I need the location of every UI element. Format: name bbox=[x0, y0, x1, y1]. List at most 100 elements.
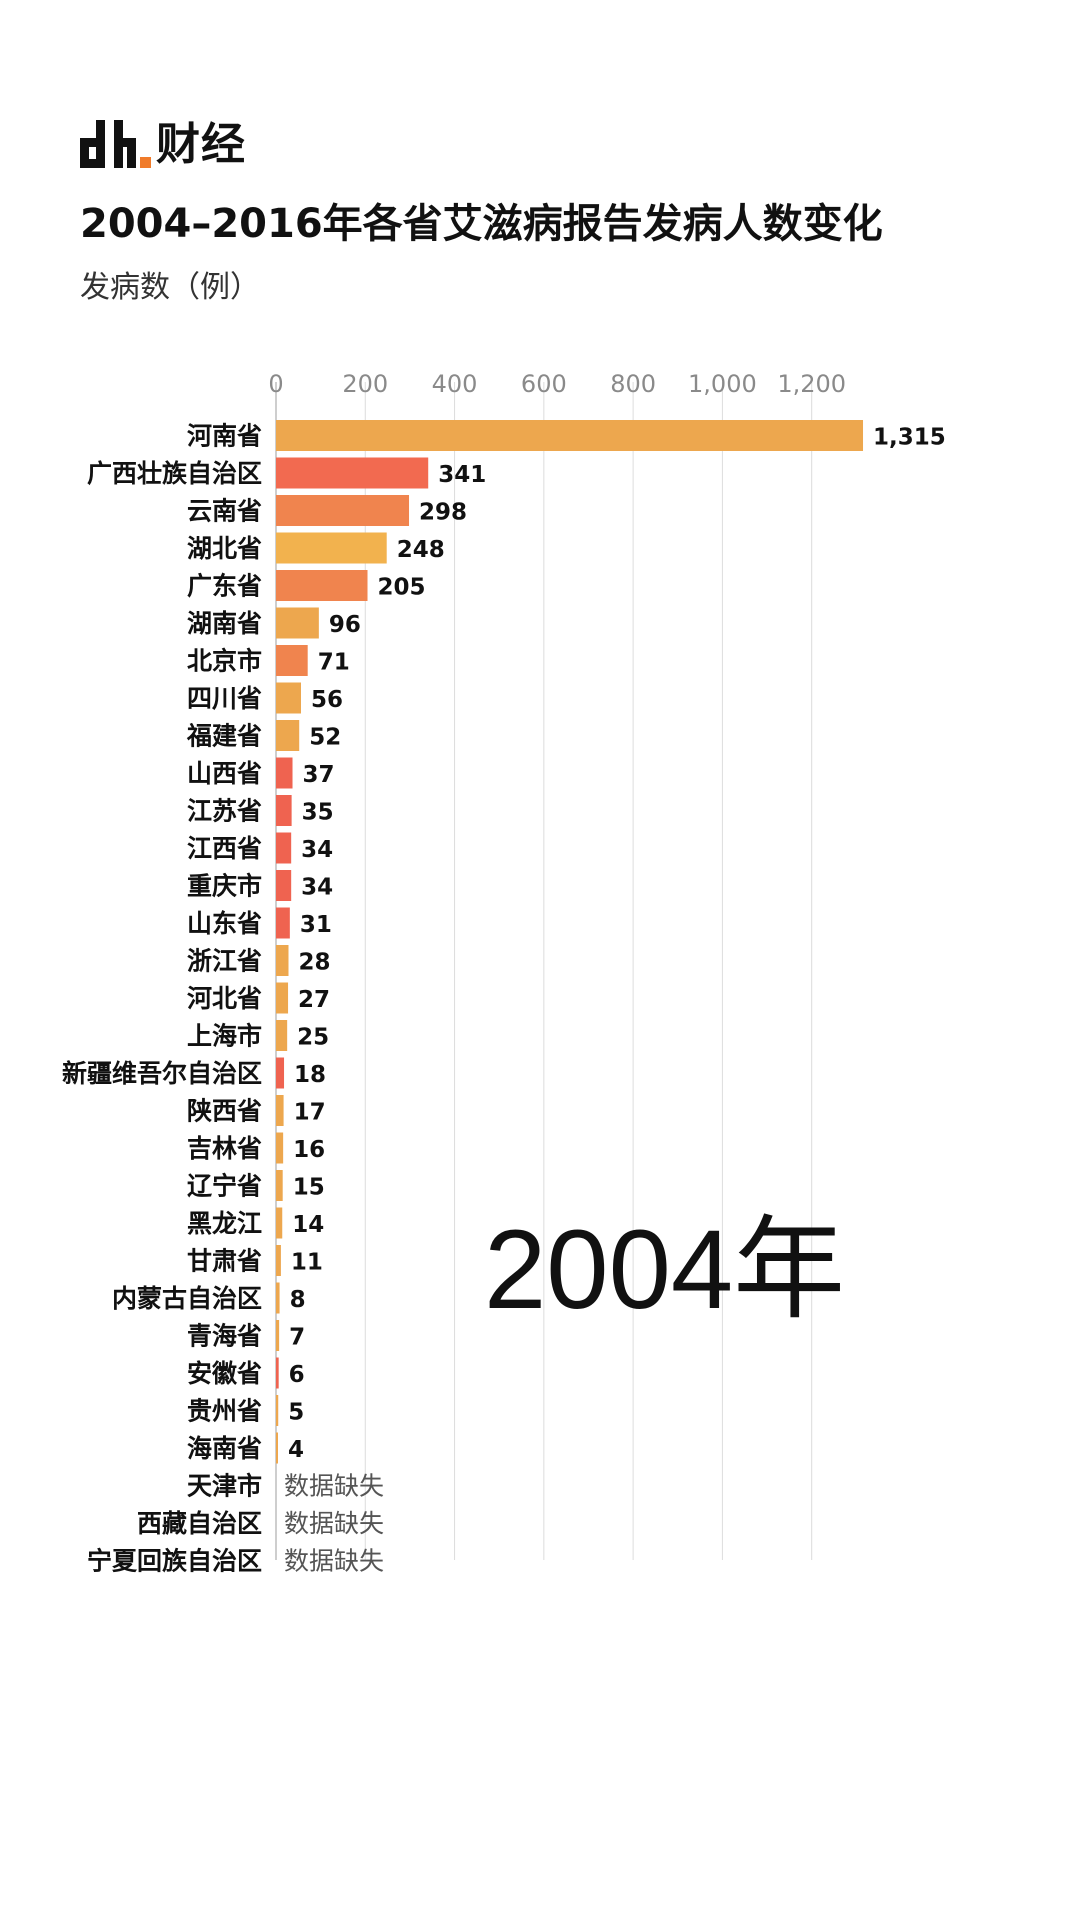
bar bbox=[276, 795, 292, 826]
missing-data-label: 数据缺失 bbox=[284, 1472, 384, 1501]
missing-data-label: 数据缺失 bbox=[284, 1547, 384, 1576]
category-label: 湖北省 bbox=[187, 534, 262, 563]
value-label: 298 bbox=[419, 500, 467, 526]
bar bbox=[276, 982, 289, 1014]
chart-title: 2004–2016年各省艾滋病报告发病人数变化 bbox=[80, 201, 883, 247]
bar bbox=[276, 1357, 279, 1389]
bar bbox=[276, 907, 290, 939]
category-label: 西藏自治区 bbox=[137, 1509, 262, 1538]
category-label: 内蒙古自治区 bbox=[112, 1284, 262, 1313]
category-label: 吉林省 bbox=[187, 1134, 262, 1163]
value-label: 248 bbox=[397, 537, 445, 563]
bar bbox=[276, 532, 387, 564]
x-tick-label: 600 bbox=[521, 370, 567, 398]
dt-logo-icon bbox=[80, 120, 151, 168]
category-label: 重庆市 bbox=[187, 872, 262, 901]
bar bbox=[276, 570, 368, 601]
bar bbox=[276, 1320, 280, 1351]
bar bbox=[276, 1057, 285, 1089]
value-label: 205 bbox=[378, 575, 426, 601]
value-label: 34 bbox=[301, 837, 333, 863]
category-label: 山西省 bbox=[187, 759, 262, 788]
value-label: 14 bbox=[292, 1212, 324, 1238]
category-label: 江西省 bbox=[187, 834, 262, 863]
value-label: 96 bbox=[329, 612, 361, 638]
bar bbox=[276, 832, 292, 864]
category-label: 广西壮族自治区 bbox=[87, 459, 262, 488]
category-label: 广东省 bbox=[187, 572, 262, 601]
value-label: 28 bbox=[298, 950, 330, 976]
category-label: 陕西省 bbox=[187, 1097, 262, 1126]
x-tick-label: 200 bbox=[342, 370, 388, 398]
category-label: 云南省 bbox=[187, 497, 262, 526]
category-label: 黑龙江 bbox=[187, 1209, 262, 1238]
bar bbox=[276, 945, 289, 976]
bar bbox=[276, 607, 319, 639]
bar bbox=[276, 457, 429, 489]
bar bbox=[276, 1282, 280, 1314]
missing-data-label: 数据缺失 bbox=[284, 1509, 384, 1538]
bar bbox=[276, 1207, 283, 1239]
value-label: 56 bbox=[311, 687, 343, 713]
bar bbox=[276, 1245, 281, 1276]
category-label: 新疆维吾尔自治区 bbox=[62, 1059, 262, 1088]
category-label: 北京市 bbox=[187, 647, 262, 676]
value-label: 27 bbox=[298, 987, 330, 1013]
category-label: 海南省 bbox=[187, 1434, 262, 1463]
brand-logo: 财经 bbox=[80, 120, 246, 170]
category-label: 青海省 bbox=[187, 1322, 262, 1351]
category-label: 四川省 bbox=[187, 684, 262, 713]
value-label: 17 bbox=[294, 1100, 326, 1126]
bar bbox=[276, 495, 410, 526]
category-label: 天津市 bbox=[187, 1472, 262, 1501]
bar bbox=[276, 757, 293, 789]
x-tick-label: 1,000 bbox=[688, 370, 757, 398]
value-label: 18 bbox=[294, 1062, 326, 1088]
value-label: 31 bbox=[300, 912, 332, 938]
value-label: 71 bbox=[318, 650, 350, 676]
value-label: 16 bbox=[293, 1137, 325, 1163]
value-label: 35 bbox=[302, 800, 334, 826]
brand-name: 财经 bbox=[156, 119, 246, 170]
value-label: 34 bbox=[301, 875, 333, 901]
value-label: 1,315 bbox=[873, 425, 946, 451]
value-label: 8 bbox=[290, 1287, 306, 1313]
x-tick-label: 0 bbox=[268, 370, 283, 398]
x-tick-label: 400 bbox=[432, 370, 478, 398]
x-tick-label: 800 bbox=[610, 370, 656, 398]
category-label: 安徽省 bbox=[187, 1359, 262, 1388]
category-label: 贵州省 bbox=[187, 1397, 262, 1426]
category-label: 福建省 bbox=[186, 722, 262, 751]
bar bbox=[276, 682, 301, 714]
category-label: 甘肃省 bbox=[187, 1247, 262, 1276]
value-label: 4 bbox=[288, 1437, 304, 1463]
category-label: 上海市 bbox=[187, 1022, 262, 1051]
category-label: 山东省 bbox=[187, 909, 262, 938]
value-label: 11 bbox=[291, 1250, 323, 1276]
category-label: 江苏省 bbox=[187, 797, 262, 826]
category-label: 河北省 bbox=[187, 984, 262, 1013]
value-label: 37 bbox=[303, 762, 335, 788]
value-label: 7 bbox=[289, 1325, 305, 1351]
bar bbox=[276, 1395, 279, 1426]
bar bbox=[276, 1432, 278, 1464]
chart-subtitle: 发病数（例） bbox=[80, 270, 260, 305]
bar bbox=[276, 645, 308, 676]
category-label: 湖南省 bbox=[187, 609, 262, 638]
value-label: 25 bbox=[297, 1025, 329, 1051]
value-label: 15 bbox=[293, 1175, 325, 1201]
category-label: 浙江省 bbox=[187, 947, 262, 976]
category-label: 宁夏回族自治区 bbox=[87, 1547, 262, 1576]
category-label: 河南省 bbox=[187, 422, 262, 451]
bar bbox=[276, 1170, 283, 1201]
category-label: 辽宁省 bbox=[187, 1172, 262, 1201]
bar bbox=[276, 1095, 284, 1126]
value-label: 52 bbox=[309, 725, 341, 751]
x-tick-label: 1,200 bbox=[777, 370, 846, 398]
year-label: 2004年 bbox=[484, 1207, 846, 1332]
bar bbox=[276, 720, 300, 751]
bar bbox=[276, 1132, 284, 1164]
value-label: 341 bbox=[438, 462, 486, 488]
bar bbox=[276, 1020, 288, 1051]
